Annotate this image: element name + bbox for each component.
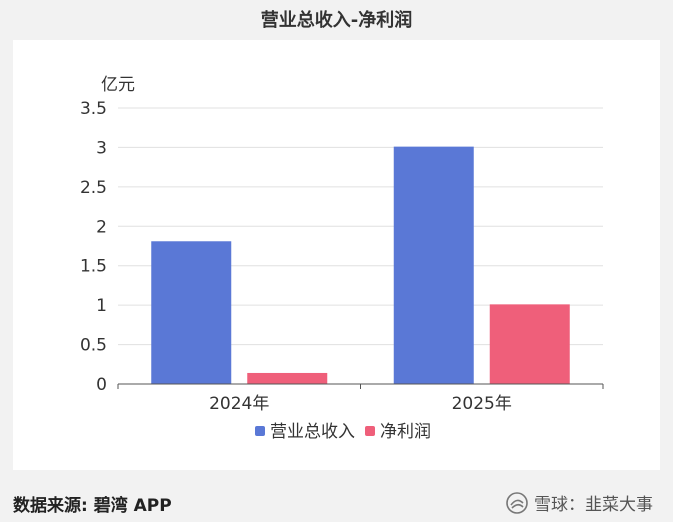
bar-0-0 — [151, 241, 232, 384]
x-axis — [117, 383, 604, 389]
y-axis-ticks: 0 0.5 1 1.5 2 2.5 3 3.5 — [80, 99, 107, 395]
y-tick-label: 3.5 — [80, 99, 107, 119]
legend-label: 营业总收入 — [270, 422, 355, 442]
chart-panel — [13, 40, 660, 470]
bar-1-0 — [247, 372, 328, 384]
bar-0-1 — [393, 146, 474, 384]
legend: 营业总收入 净利润 — [255, 422, 431, 442]
y-axis-unit: 亿元 — [101, 75, 135, 95]
bars — [151, 146, 570, 384]
x-tick-label: 2025年 — [452, 394, 512, 414]
legend-swatch — [255, 426, 265, 436]
y-tick-label: 0 — [96, 375, 107, 395]
y-tick-label: 1.5 — [80, 257, 107, 277]
y-tick-label: 2 — [96, 217, 107, 237]
y-tick-label: 2.5 — [80, 178, 107, 198]
brand-credit: 雪球：韭菜大事 — [506, 490, 653, 515]
y-tick-label: 3 — [96, 138, 107, 158]
y-tick-label: 1 — [96, 296, 107, 316]
x-tick-label: 2024年 — [209, 394, 269, 414]
legend-swatch — [365, 426, 375, 436]
y-tick-label: 0.5 — [80, 336, 107, 356]
data-source: 数据来源: 碧湾 APP — [13, 496, 172, 516]
snowball-logo-icon — [506, 491, 528, 514]
chart-title: 营业总收入-净利润 — [260, 10, 413, 31]
brand-text: 雪球：韭菜大事 — [534, 495, 653, 515]
legend-label: 净利润 — [380, 422, 431, 442]
bar-1-1 — [489, 304, 570, 384]
x-axis-ticks: 2024年 2025年 — [209, 394, 512, 414]
